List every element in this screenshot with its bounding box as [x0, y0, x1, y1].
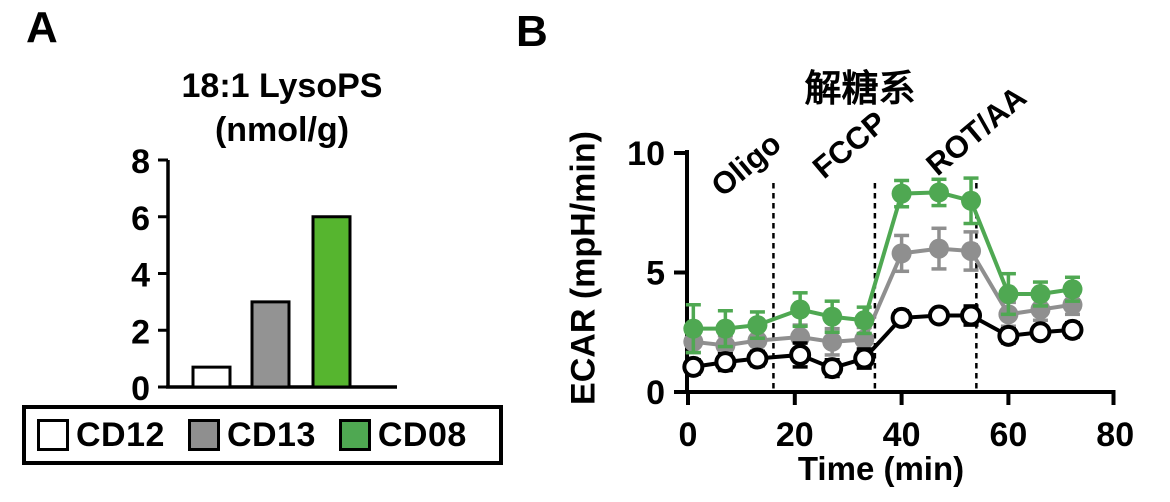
series-CD12 [682, 304, 1084, 380]
series-CD13 [683, 226, 1083, 357]
svg-text:2: 2 [131, 313, 150, 351]
legend-item-cd08: CD08 [338, 415, 467, 455]
panel-a-title-line2: (nmol/g) [214, 111, 350, 149]
svg-text:40: 40 [883, 416, 921, 454]
panel-b-x-axis-label: Time (min) [797, 450, 965, 487]
legend-item-cd12: CD12 [37, 416, 165, 455]
svg-text:FCCP: FCCP [806, 104, 893, 185]
legend-item-cd13: CD13 [187, 415, 316, 455]
svg-text:4: 4 [131, 257, 150, 295]
legend-label-cd08: CD08 [377, 415, 467, 454]
cd08-color-swatch [338, 419, 371, 451]
svg-text:8: 8 [131, 143, 150, 181]
bar-chart: 0 2 4 6 8 [131, 143, 397, 408]
panel-a-label: A [26, 3, 58, 52]
svg-text:60: 60 [989, 416, 1027, 454]
svg-text:6: 6 [131, 200, 150, 238]
line-chart: 0 5 10 0 20 40 60 80 Oligo FCCP ROT/AA [627, 79, 1134, 454]
panel-b-title: 解糖系 [804, 68, 916, 109]
svg-text:ROT/AA: ROT/AA [919, 79, 1033, 182]
svg-text:10: 10 [627, 135, 665, 173]
panel-b-label: B [516, 7, 548, 56]
cd13-color-swatch [187, 419, 220, 451]
series-CD08 [683, 176, 1083, 355]
svg-text:Oligo: Oligo [704, 126, 787, 204]
svg-text:20: 20 [776, 416, 814, 454]
panel-a-title: 18:1 LysoPS (nmol/g) [166, 64, 398, 152]
svg-text:0: 0 [646, 374, 665, 412]
svg-text:0: 0 [679, 416, 698, 454]
bar-CD12 [191, 365, 232, 389]
legend-label-cd13: CD13 [226, 415, 316, 454]
svg-text:80: 80 [1096, 416, 1134, 454]
panel-a-title-line1: 18:1 LysoPS [181, 67, 383, 105]
svg-text:5: 5 [646, 255, 665, 293]
svg-text:0: 0 [131, 370, 150, 408]
bar-CD08 [311, 215, 352, 389]
cd12-color-swatch [37, 419, 69, 451]
bar-CD13 [250, 300, 291, 389]
legend-box: CD12 CD13 CD08 [22, 405, 503, 465]
legend-label-cd12: CD12 [76, 415, 165, 454]
